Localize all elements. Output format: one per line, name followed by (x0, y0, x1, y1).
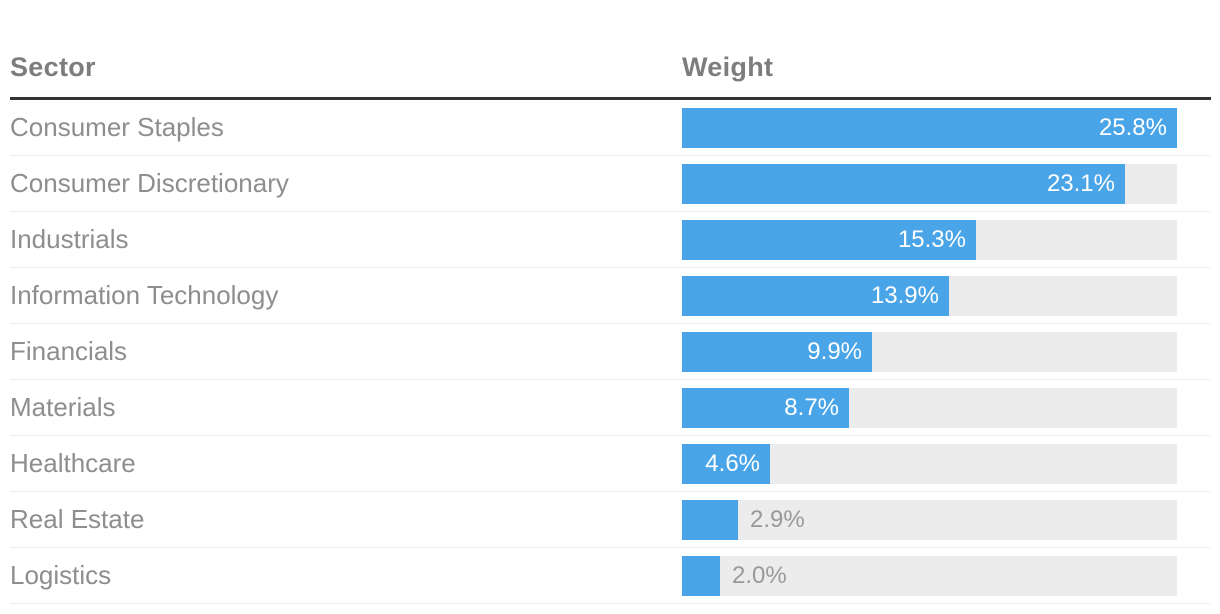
bar-fill (682, 555, 720, 596)
table-row: Logistics 2.0% (10, 548, 1211, 604)
bar-fill: 15.3% (682, 219, 976, 260)
column-header-sector: Sector (10, 52, 96, 82)
bar-track: 25.8% (682, 107, 1177, 148)
sector-label: Information Technology (10, 280, 279, 310)
bar-fill: 9.9% (682, 331, 872, 372)
bar-track: 2.9% (682, 499, 1177, 540)
bar-value-inside: 23.1% (1046, 169, 1115, 197)
sector-label: Financials (10, 336, 128, 366)
table-row: Real Estate 2.9% (10, 492, 1211, 548)
table-row: Financials 9.9% (10, 324, 1211, 380)
table-body: Consumer Staples 25.8% Consumer Discreti… (10, 100, 1220, 604)
sector-label: Materials (10, 392, 116, 422)
sector-label: Industrials (10, 224, 129, 254)
bar-value-inside: 4.6% (705, 449, 760, 477)
bar-fill: 13.9% (682, 275, 949, 316)
bar-track: 23.1% (682, 163, 1177, 204)
weight-cell: 8.7% (682, 387, 1211, 428)
bar-value-inside: 8.7% (784, 393, 839, 421)
table-row: Healthcare 4.6% (10, 436, 1211, 492)
bar-track: 15.3% (682, 219, 1177, 260)
sector-label: Logistics (10, 560, 112, 590)
bar-track: 13.9% (682, 275, 1177, 316)
weight-cell: 25.8% (682, 107, 1211, 148)
bar-track: 9.9% (682, 331, 1177, 372)
bar-fill: 8.7% (682, 387, 849, 428)
bar-value-inside: 15.3% (897, 225, 966, 253)
bar-value-inside: 25.8% (1098, 113, 1167, 141)
bar-fill: 25.8% (682, 107, 1177, 148)
bar-fill (682, 499, 738, 540)
weight-cell: 13.9% (682, 275, 1211, 316)
weight-cell: 2.0% (682, 555, 1211, 596)
table-row: Materials 8.7% (10, 380, 1211, 436)
weight-cell: 9.9% (682, 331, 1211, 372)
table-row: Consumer Staples 25.8% (10, 100, 1211, 156)
table-row: Industrials 15.3% (10, 212, 1211, 268)
bar-value-outside: 2.0% (732, 561, 787, 589)
bar-fill: 23.1% (682, 163, 1125, 204)
weight-cell: 23.1% (682, 163, 1211, 204)
bar-track: 4.6% (682, 443, 1177, 484)
weight-cell: 4.6% (682, 443, 1211, 484)
sector-label: Consumer Staples (10, 112, 224, 142)
bar-fill: 4.6% (682, 443, 770, 484)
bar-track: 2.0% (682, 555, 1177, 596)
sector-label: Healthcare (10, 448, 136, 478)
sector-label: Consumer Discretionary (10, 168, 289, 198)
bar-value-inside: 13.9% (870, 281, 939, 309)
column-header-weight: Weight (682, 52, 774, 82)
bar-track: 8.7% (682, 387, 1177, 428)
bar-value-outside: 2.9% (750, 505, 805, 533)
weight-cell: 15.3% (682, 219, 1211, 260)
bar-value-inside: 9.9% (807, 337, 862, 365)
weight-cell: 2.9% (682, 499, 1211, 540)
table-row: Consumer Discretionary 23.1% (10, 156, 1211, 212)
table-header-row: Sector Weight (10, 0, 1211, 100)
sector-label: Real Estate (10, 504, 145, 534)
table-row: Information Technology 13.9% (10, 268, 1211, 324)
